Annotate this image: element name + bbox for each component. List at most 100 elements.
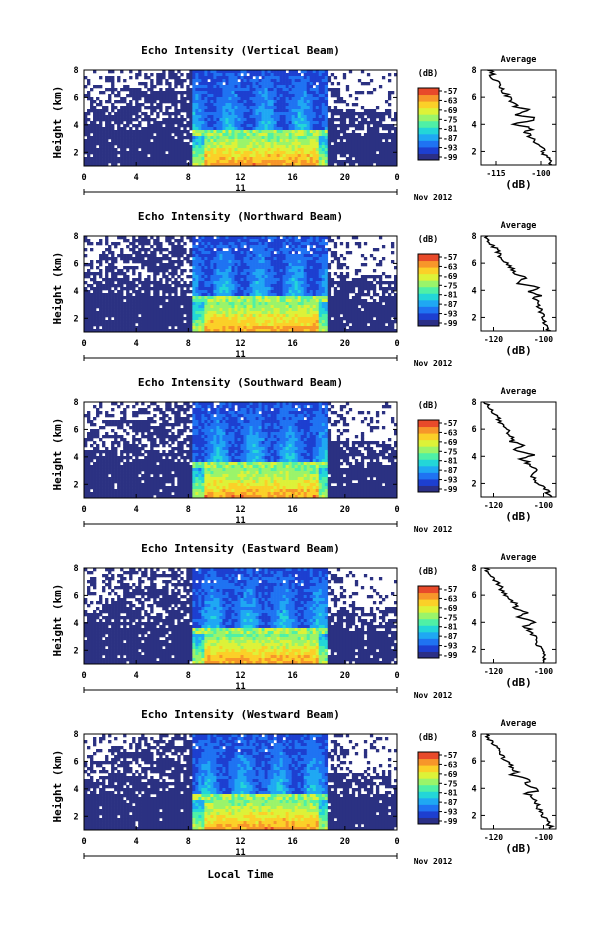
heatmap-cell (210, 124, 214, 128)
heatmap-cell (261, 88, 265, 92)
heatmap-cell (168, 251, 172, 255)
heatmap-cell (282, 76, 286, 80)
heatmap-cell (348, 121, 353, 125)
heatmap-cell (252, 151, 256, 155)
heatmap-cell (180, 97, 184, 101)
heatmap-cell (264, 314, 268, 318)
heatmap-cell (201, 278, 205, 282)
heatmap-cell (327, 118, 332, 122)
heatmap-cell (96, 112, 100, 116)
heatmap-cell (186, 121, 190, 125)
heatmap-cell (111, 109, 115, 113)
heatmap-cell (108, 317, 112, 321)
heatmap-cell (216, 254, 220, 258)
heatmap-cell (93, 299, 97, 303)
heatmap-cell (198, 290, 202, 294)
heatmap-cell (243, 326, 247, 330)
heatmap-cell (297, 290, 301, 294)
heatmap-cell (93, 311, 97, 315)
heatmap-cell (168, 97, 172, 101)
colorbar-tick-label: -75 (443, 115, 458, 124)
heatmap-cell (192, 320, 196, 324)
heatmap-cell (171, 245, 175, 249)
heatmap-cell (234, 76, 238, 80)
heatmap-cell (138, 151, 142, 155)
heatmap-cell (261, 100, 265, 104)
heatmap-cell (93, 127, 97, 131)
heatmap-cell (195, 127, 199, 131)
heatmap-cell (117, 142, 121, 146)
heatmap-cell (237, 160, 241, 164)
heatmap-cell (183, 97, 187, 101)
heatmap-cell (231, 317, 235, 321)
heatmap-cell (108, 100, 112, 104)
heatmap-cell (318, 124, 323, 128)
heatmap-cell (114, 284, 118, 288)
heatmap-cell (303, 118, 308, 122)
heatmap-cell (93, 320, 97, 324)
heatmap-cell (132, 305, 136, 309)
heatmap-cell (291, 91, 295, 95)
heatmap-cell (282, 106, 286, 110)
heatmap-cell (198, 85, 202, 89)
heatmap-cell (285, 239, 289, 243)
heatmap-cell (291, 88, 295, 92)
heatmap-cell (90, 287, 94, 291)
heatmap-cell (303, 320, 308, 324)
heatmap-cell (141, 245, 145, 249)
heatmap-cell (234, 287, 238, 291)
heatmap-cell (315, 109, 320, 113)
heatmap-cell (270, 242, 274, 246)
heatmap-cell (306, 314, 311, 318)
heatmap-cell (300, 251, 304, 255)
heatmap-cell (204, 124, 208, 128)
heatmap-cell (123, 260, 127, 264)
heatmap-cell (165, 311, 169, 315)
heatmap-cell (267, 299, 271, 303)
heatmap-cell (267, 79, 271, 83)
heatmap-cell (291, 257, 295, 261)
heatmap-cell (201, 287, 205, 291)
heatmap-cell (87, 112, 91, 116)
heatmap-cell (294, 76, 298, 80)
heatmap-cell (261, 308, 265, 312)
heatmap-cell (357, 79, 362, 83)
heatmap-cell (300, 103, 304, 107)
heatmap-cell (285, 314, 289, 318)
heatmap-cell (270, 248, 274, 252)
heatmap-cell (168, 85, 172, 89)
heatmap-cell (240, 106, 244, 110)
heatmap-cell (114, 118, 118, 122)
heatmap-cell (120, 121, 124, 125)
heatmap-cell (315, 320, 320, 324)
heatmap-cell (384, 148, 389, 152)
heatmap-cell (267, 314, 271, 318)
heatmap-cell (90, 263, 94, 267)
heatmap-cell (237, 308, 241, 312)
heatmap-cell (150, 236, 154, 240)
heatmap-cell (183, 154, 187, 158)
heatmap-cell (285, 275, 289, 279)
heatmap-cell (393, 142, 398, 146)
heatmap-cell (300, 118, 304, 122)
heatmap-cell (147, 163, 151, 167)
heatmap-cell (159, 109, 163, 113)
heatmap-cell (207, 314, 211, 318)
heatmap-cell (303, 245, 308, 249)
heatmap-cell (285, 94, 289, 98)
heatmap-cell (318, 163, 323, 167)
heatmap-cell (135, 151, 139, 155)
heatmap-cell (165, 269, 169, 273)
heatmap-cell (246, 97, 250, 101)
heatmap-cell (381, 124, 386, 128)
heatmap-cell (216, 311, 220, 315)
heatmap-cell (249, 242, 253, 246)
heatmap-cell (210, 109, 214, 113)
heatmap-cell (306, 112, 311, 116)
heatmap-cell (321, 70, 326, 74)
heatmap-cell (252, 311, 256, 315)
heatmap-cell (207, 326, 211, 330)
heatmap-cell (261, 242, 265, 246)
heatmap-cell (216, 124, 220, 128)
heatmap-cell (165, 109, 169, 113)
